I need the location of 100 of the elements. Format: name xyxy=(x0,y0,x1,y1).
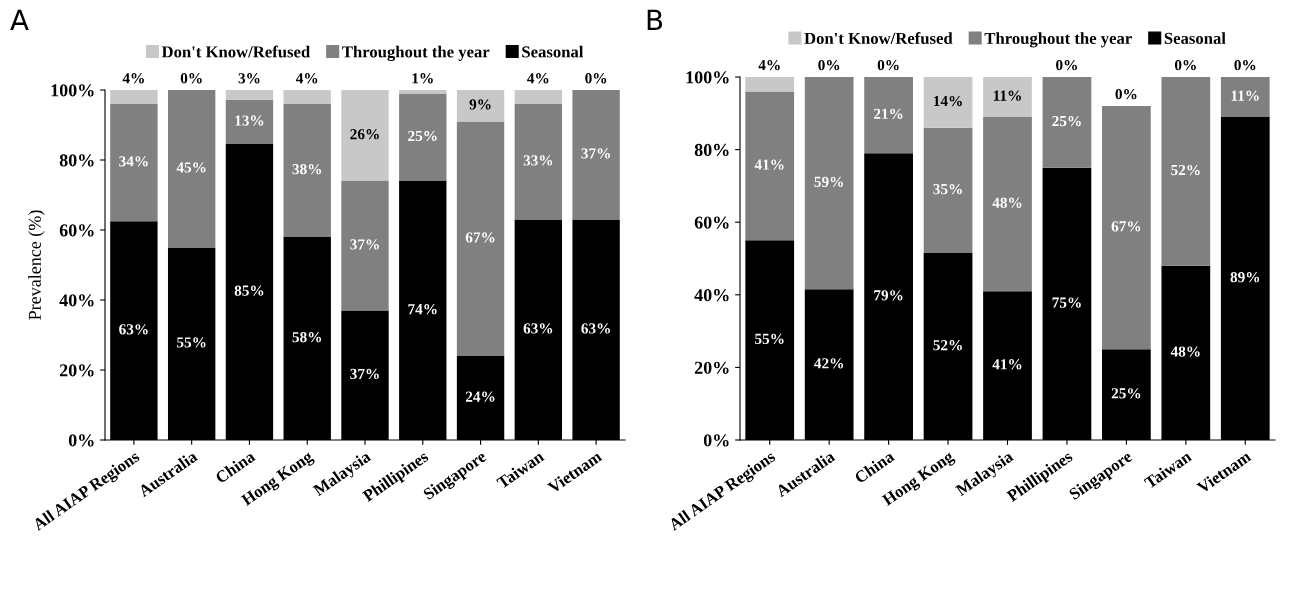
data-label: 52% xyxy=(933,340,962,351)
data-label: 26% xyxy=(350,129,379,140)
legend-label: Don't Know/Refused xyxy=(804,32,953,44)
bar xyxy=(399,93,447,181)
data-label: 4% xyxy=(295,73,318,84)
bar xyxy=(983,116,1032,292)
bar xyxy=(1161,77,1211,266)
legend-label: Seasonal xyxy=(522,45,584,58)
data-label: 55% xyxy=(177,337,206,348)
bar xyxy=(110,90,158,104)
data-label: 79% xyxy=(874,290,903,301)
data-label: 0% xyxy=(1115,89,1137,100)
data-label: 25% xyxy=(408,130,437,142)
bar xyxy=(745,77,795,92)
data-label: 38% xyxy=(292,164,322,175)
bar xyxy=(572,90,620,220)
data-label: 13% xyxy=(235,115,264,126)
data-label: 0% xyxy=(1174,59,1196,71)
y-tick-label: 0% xyxy=(68,434,94,447)
bar xyxy=(167,90,216,248)
bar xyxy=(1042,77,1092,168)
legend-label: Throughout the year xyxy=(984,32,1132,48)
y-tick-label: 100% xyxy=(51,84,94,97)
data-label: 74% xyxy=(408,304,437,315)
y-axis-title: Prevalence (%) xyxy=(28,210,45,320)
data-label: 48% xyxy=(992,197,1022,208)
data-label: 33% xyxy=(523,155,553,166)
data-label: 67% xyxy=(1111,221,1141,232)
data-label: 0% xyxy=(818,59,840,71)
data-label: 59% xyxy=(814,176,844,188)
data-label: 1% xyxy=(412,73,433,84)
data-label: 85% xyxy=(234,285,264,296)
bar xyxy=(341,90,389,181)
data-label: 52% xyxy=(1171,164,1200,176)
bar xyxy=(864,77,913,154)
bar xyxy=(804,77,854,290)
data-label: 4% xyxy=(122,73,144,84)
data-label: 42% xyxy=(814,358,844,369)
legend-label: Throughout the year xyxy=(342,45,490,61)
bar xyxy=(923,127,973,254)
data-label: 67% xyxy=(465,232,495,243)
bar xyxy=(341,181,389,311)
bar xyxy=(514,90,563,104)
y-tick-label: 80% xyxy=(694,143,729,157)
bar xyxy=(514,104,563,220)
y-tick-label: 40% xyxy=(694,289,729,302)
data-label: 63% xyxy=(581,323,610,334)
data-label: 0% xyxy=(585,73,607,84)
data-label: 55% xyxy=(755,333,784,345)
data-label: 25% xyxy=(1111,388,1141,399)
data-label: 37% xyxy=(350,239,379,250)
data-label: 35% xyxy=(933,183,962,195)
data-label: 11% xyxy=(993,90,1021,101)
data-label: 63% xyxy=(119,324,148,335)
data-label: 14% xyxy=(934,95,962,107)
bar xyxy=(1102,106,1151,350)
bar xyxy=(225,90,274,100)
y-tick-label: 20% xyxy=(59,364,94,377)
data-label: 34% xyxy=(119,156,148,167)
bar xyxy=(110,104,158,222)
data-label: 9% xyxy=(469,99,491,110)
data-label: 4% xyxy=(527,73,549,84)
data-label: 41% xyxy=(992,359,1022,370)
data-label: 0% xyxy=(1234,59,1256,71)
chart-title: A xyxy=(10,9,29,31)
data-label: 58% xyxy=(292,332,322,343)
data-label: 48% xyxy=(1170,346,1200,357)
legend-label: Seasonal xyxy=(1164,32,1226,44)
data-label: 41% xyxy=(754,159,784,170)
data-label: 0% xyxy=(180,73,202,84)
data-label: 11% xyxy=(1231,90,1259,101)
bar xyxy=(745,91,795,241)
y-tick-label: 60% xyxy=(59,224,94,237)
data-label: 4% xyxy=(758,59,780,71)
bar xyxy=(456,90,505,122)
data-label: 75% xyxy=(1052,297,1081,308)
data-label: 37% xyxy=(350,368,379,380)
bar xyxy=(225,99,274,144)
data-label: 0% xyxy=(1056,59,1077,71)
y-tick-label: 100% xyxy=(686,71,729,84)
data-label: 21% xyxy=(873,108,903,119)
data-label: 3% xyxy=(238,73,260,84)
bar xyxy=(983,77,1032,117)
bar xyxy=(923,77,973,128)
y-tick-label: 20% xyxy=(694,361,729,374)
data-label: 0% xyxy=(877,59,899,71)
legend-label: Don't Know/Refused xyxy=(161,45,311,58)
data-label: 37% xyxy=(581,148,610,159)
y-tick-label: 40% xyxy=(59,294,94,307)
data-label: 89% xyxy=(1230,271,1260,283)
data-label: 63% xyxy=(523,323,553,334)
data-label: 25% xyxy=(1052,115,1081,127)
y-tick-label: 60% xyxy=(694,216,729,229)
chart-title: B xyxy=(647,9,663,31)
bar xyxy=(456,121,505,356)
bar xyxy=(283,104,331,237)
y-tick-label: 80% xyxy=(59,154,94,167)
data-label: 24% xyxy=(465,391,495,402)
y-tick-label: 0% xyxy=(703,434,729,447)
bar xyxy=(283,90,331,104)
